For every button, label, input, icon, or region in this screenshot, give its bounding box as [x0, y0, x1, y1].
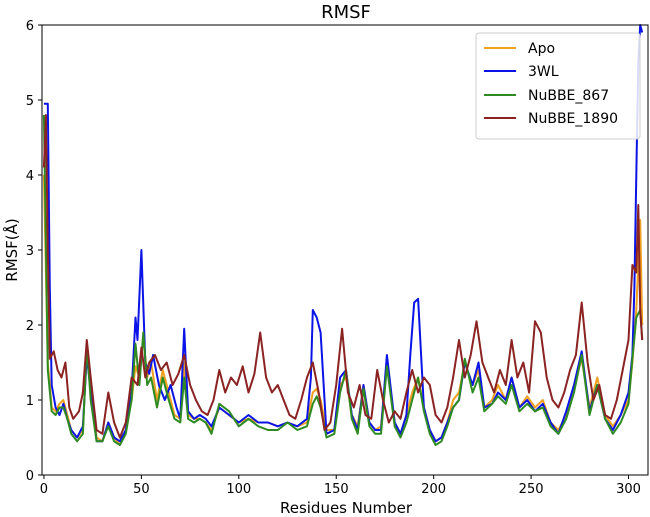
- x-tick-label: 250: [519, 482, 544, 497]
- legend-frame: [475, 32, 641, 140]
- series-line-apo: [42, 174, 644, 446]
- x-tick-label: 50: [133, 482, 150, 497]
- legend-label-nubbe-1890: NuBBE_1890: [528, 111, 618, 127]
- y-tick-label: 6: [26, 19, 34, 34]
- y-tick-label: 2: [26, 319, 34, 334]
- y-tick-label: 1: [26, 394, 34, 409]
- x-tick-label: 200: [421, 482, 446, 497]
- y-axis: 0 1 2 3 4 5 6: [26, 19, 42, 484]
- x-axis: 0 50 100 150 200 250 300: [40, 475, 641, 497]
- chart-title: RMSF: [321, 2, 371, 23]
- series-line-nubbe-867: [42, 114, 644, 446]
- plot-lines: [42, 24, 644, 446]
- y-tick-label: 3: [26, 244, 34, 259]
- x-axis-title: Residues Number: [280, 499, 413, 517]
- y-tick-label: 0: [26, 469, 34, 484]
- legend: Apo 3WL NuBBE_867 NuBBE_1890: [475, 32, 641, 140]
- y-tick-label: 5: [26, 94, 34, 109]
- y-axis-title: RMSF(Å): [2, 218, 21, 281]
- series-line-nubbe-1890: [42, 114, 644, 439]
- y-tick-label: 4: [26, 169, 34, 184]
- x-tick-label: 300: [616, 482, 641, 497]
- legend-label-apo: Apo: [528, 41, 555, 57]
- x-tick-label: 0: [40, 482, 48, 497]
- legend-label-nubbe-867: NuBBE_867: [528, 88, 609, 104]
- plot-area-frame: [41, 24, 649, 476]
- x-tick-label: 150: [324, 482, 349, 497]
- x-tick-label: 100: [226, 482, 251, 497]
- legend-label-3wl: 3WL: [528, 64, 559, 80]
